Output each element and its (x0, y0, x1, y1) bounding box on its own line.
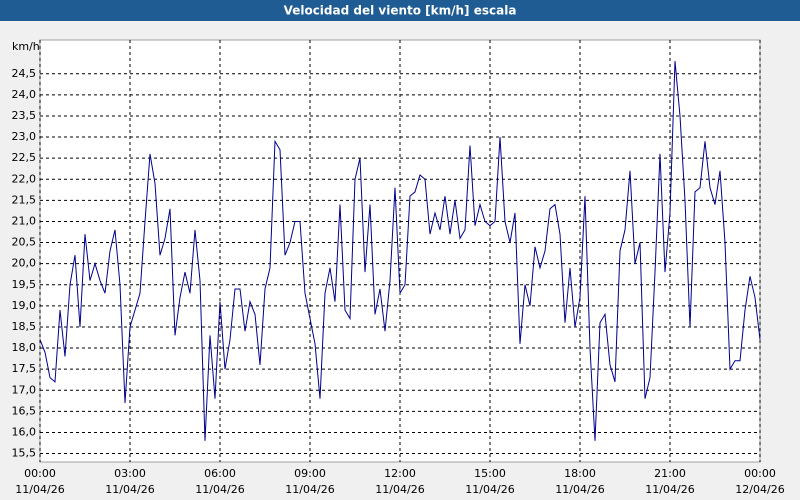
y-tick-label: 16,0 (12, 425, 37, 438)
chart-title: Velocidad del viento [km/h] escala (284, 4, 517, 18)
y-tick-label: 24,5 (12, 67, 37, 80)
title-bar (0, 0, 800, 21)
y-tick-label: 18,0 (12, 341, 37, 354)
y-tick-label: 15,5 (12, 447, 37, 460)
y-tick-label: 16,5 (12, 404, 37, 417)
x-tick-date: 11/04/26 (375, 483, 424, 496)
y-tick-label: 17,5 (12, 362, 37, 375)
x-tick-date: 11/04/26 (105, 483, 154, 496)
y-tick-label: 20,5 (12, 236, 37, 249)
x-tick-date: 11/04/26 (15, 483, 64, 496)
y-tick-label: 23,0 (12, 130, 37, 143)
x-tick-label: 15:00 (474, 467, 506, 480)
x-tick-label: 03:00 (114, 467, 146, 480)
y-unit: km/h (12, 40, 40, 53)
x-tick-date: 11/04/26 (465, 483, 514, 496)
y-tick-label: 23,5 (12, 109, 37, 122)
y-tick-label: 20,0 (12, 257, 37, 270)
y-tick-label: 19,0 (12, 299, 37, 312)
y-tick-label: 17,0 (12, 383, 37, 396)
x-tick-label: 12:00 (384, 467, 416, 480)
y-tick-label: 21,5 (12, 193, 37, 206)
x-tick-label: 00:00 (24, 467, 56, 480)
x-tick-label: 00:00 (744, 467, 776, 480)
y-tick-label: 19,5 (12, 278, 37, 291)
y-tick-label: 21,0 (12, 214, 37, 227)
x-tick-label: 21:00 (654, 467, 686, 480)
y-tick-label: 24,0 (12, 88, 37, 101)
y-tick-label: 22,0 (12, 172, 37, 185)
x-tick-date: 11/04/26 (285, 483, 334, 496)
x-tick-label: 09:00 (294, 467, 326, 480)
y-tick-label: 22,5 (12, 151, 37, 164)
x-tick-label: 18:00 (564, 467, 596, 480)
data-line (39, 61, 761, 441)
x-tick-date: 11/04/26 (195, 483, 244, 496)
x-tick-date: 11/04/26 (645, 483, 694, 496)
y-tick-label: 18,5 (12, 320, 37, 333)
x-tick-date: 12/04/26 (735, 483, 784, 496)
x-tick-date: 11/04/26 (555, 483, 604, 496)
x-tick-label: 06:00 (204, 467, 236, 480)
